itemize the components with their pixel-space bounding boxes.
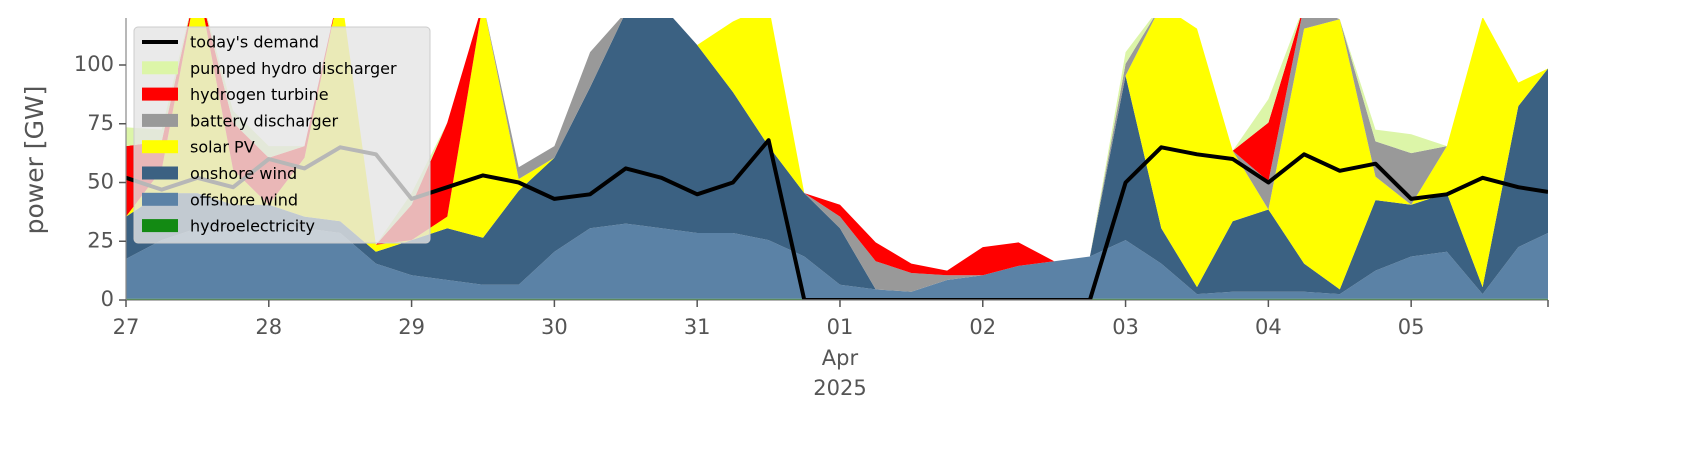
legend-label: hydroelectricity xyxy=(190,217,315,236)
legend-label: pumped hydro discharger xyxy=(190,59,397,78)
legend-label: onshore wind xyxy=(190,164,297,183)
y-tick-label: 75 xyxy=(87,111,114,135)
legend-swatch xyxy=(142,61,178,75)
legend: today's demand pumped hydro discharger hyd… xyxy=(133,26,431,244)
y-tick-label: 0 xyxy=(101,287,114,311)
legend-label: battery discharger xyxy=(190,111,338,130)
legend-label: offshore wind xyxy=(190,190,298,209)
legend-swatch xyxy=(142,166,178,180)
x-tick-year: 2025 xyxy=(813,376,866,400)
legend-label: hydrogen turbine xyxy=(190,85,329,104)
legend-swatch xyxy=(142,140,178,154)
area xyxy=(126,18,1548,276)
legend-label: solar PV xyxy=(190,138,255,157)
x-tick-label: 30 xyxy=(541,315,568,339)
x-tick-label: 05 xyxy=(1398,315,1425,339)
x-tick-label: 03 xyxy=(1112,315,1139,339)
legend-swatch xyxy=(142,219,178,233)
x-tick-label: 28 xyxy=(255,315,282,339)
area xyxy=(126,18,1548,292)
y-tick-label: 100 xyxy=(74,52,114,76)
x-tick-label: 01 xyxy=(827,315,854,339)
legend-label: today's demand xyxy=(190,33,319,52)
legend-swatch xyxy=(142,113,178,127)
x-tick-label: 27 xyxy=(113,315,140,339)
y-axis-label: power [GW] xyxy=(20,86,49,235)
legend-box xyxy=(133,26,431,244)
legend-swatch xyxy=(142,192,178,206)
x-tick-label: 02 xyxy=(969,315,996,339)
legend-swatch xyxy=(142,87,178,101)
y-tick-label: 50 xyxy=(87,170,114,194)
x-tick-label: 31 xyxy=(684,315,711,339)
y-tick-label: 25 xyxy=(87,228,114,252)
x-tick-label: 29 xyxy=(398,315,425,339)
x-tick-month: Apr xyxy=(822,346,859,370)
area xyxy=(126,18,1548,295)
x-tick-label: 04 xyxy=(1255,315,1282,339)
